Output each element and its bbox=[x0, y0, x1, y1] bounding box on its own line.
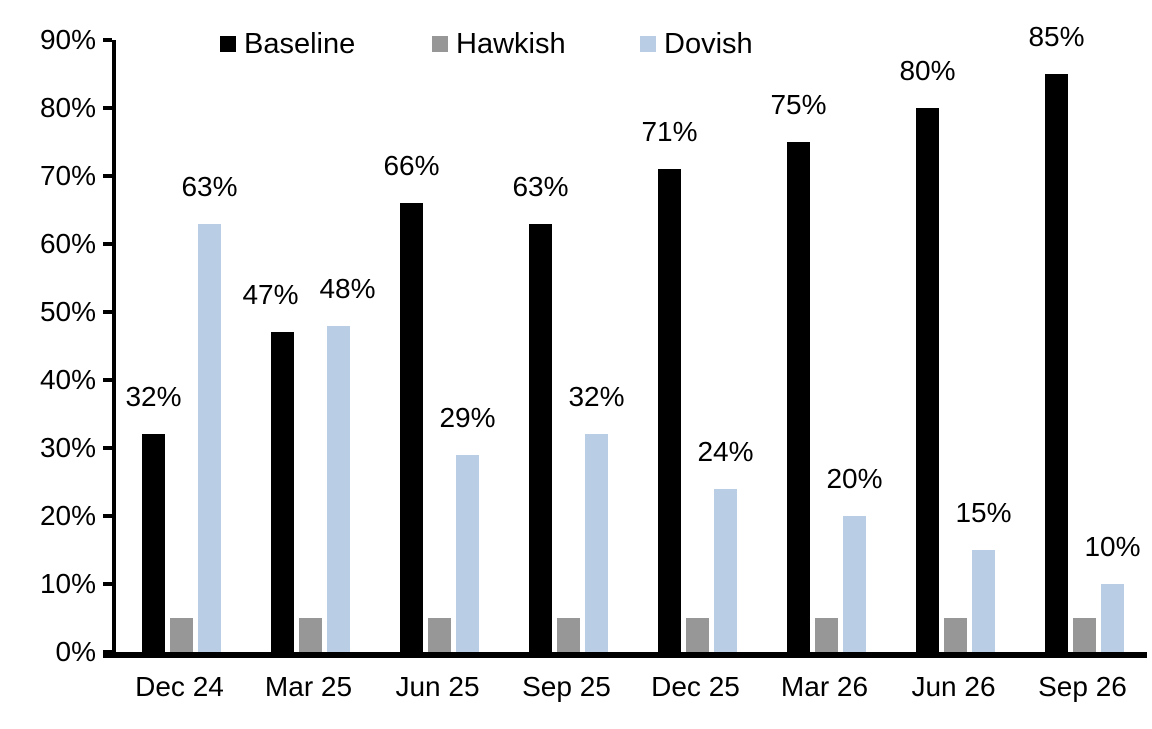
y-axis-tick-label: 90% bbox=[39, 24, 96, 55]
bar-data-label: 10% bbox=[1084, 531, 1141, 562]
bar-dovish-6 bbox=[972, 550, 995, 652]
bar-hawkish-1 bbox=[299, 618, 322, 652]
bar-data-label: 32% bbox=[568, 381, 625, 413]
y-tick-mark bbox=[103, 38, 112, 42]
bar-data-label: 15% bbox=[955, 497, 1012, 528]
bar-data-label: 63% bbox=[512, 170, 569, 202]
y-axis-tick-label: 60% bbox=[39, 228, 96, 259]
y-tick-mark bbox=[103, 446, 112, 450]
bar-hawkish-5 bbox=[815, 618, 838, 652]
bar-data-label: 20% bbox=[826, 463, 883, 494]
bar-baseline-1 bbox=[271, 332, 294, 652]
y-axis-line bbox=[112, 40, 116, 652]
y-axis-tick-label: 0% bbox=[55, 636, 96, 667]
x-axis-line bbox=[103, 652, 1147, 658]
bar-data-label: 85% bbox=[1028, 21, 1085, 52]
bar-baseline-4 bbox=[658, 169, 681, 652]
legend-series-label: Baseline bbox=[244, 28, 356, 60]
bar-data-label: 32% bbox=[125, 381, 182, 413]
bar-hawkish-4 bbox=[686, 618, 709, 652]
x-axis-category-label: Jun 26 bbox=[911, 671, 996, 702]
bar-hawkish-0 bbox=[170, 618, 193, 652]
x-axis-category-label: Jun 25 bbox=[395, 671, 480, 702]
y-tick-mark bbox=[103, 514, 112, 518]
bar-dovish-4 bbox=[714, 488, 737, 652]
y-tick-mark bbox=[103, 242, 112, 246]
bar-baseline-7 bbox=[1045, 74, 1068, 652]
bar-data-label: 48% bbox=[319, 272, 376, 304]
y-axis-tick-label: 50% bbox=[39, 296, 96, 327]
bar-dovish-7 bbox=[1101, 584, 1124, 652]
bar-baseline-2 bbox=[400, 203, 423, 652]
bar-baseline-6 bbox=[916, 108, 939, 652]
bar-dovish-5 bbox=[843, 516, 866, 652]
y-tick-mark bbox=[103, 650, 112, 654]
bar-data-label: 71% bbox=[641, 116, 698, 148]
x-axis-category-label: Mar 25 bbox=[264, 671, 353, 702]
bar-dovish-0 bbox=[198, 223, 221, 652]
bar-data-label: 66% bbox=[383, 150, 440, 182]
legend-item-dovish: Dovish bbox=[640, 28, 753, 60]
legend-swatch-baseline-icon bbox=[220, 36, 236, 52]
y-tick-mark bbox=[103, 582, 112, 586]
y-axis-tick-label: 30% bbox=[39, 432, 96, 463]
y-axis-tick-label: 80% bbox=[39, 92, 96, 123]
legend-series-label: Dovish bbox=[664, 28, 753, 60]
bar-data-label: 75% bbox=[770, 89, 827, 120]
bar-data-label: 24% bbox=[697, 435, 754, 467]
legend-swatch-dovish-icon bbox=[640, 36, 656, 52]
bar-hawkish-2 bbox=[428, 618, 451, 652]
legend-series-label: Hawkish bbox=[456, 28, 566, 60]
x-axis-category-label: Sep 25 bbox=[522, 671, 611, 702]
legend-item-hawkish: Hawkish bbox=[432, 28, 566, 60]
x-axis-category-label: Sep 26 bbox=[1038, 671, 1127, 702]
legend-swatch-hawkish-icon bbox=[432, 36, 448, 52]
y-tick-mark bbox=[103, 174, 112, 178]
bar-dovish-1 bbox=[327, 325, 350, 652]
bar-baseline-3 bbox=[529, 223, 552, 652]
y-axis-tick-label: 40% bbox=[39, 364, 96, 395]
bar-data-label: 80% bbox=[899, 55, 956, 86]
bar-dovish-3 bbox=[585, 434, 608, 652]
bar-data-label: 29% bbox=[439, 401, 496, 433]
bar-baseline-5 bbox=[787, 142, 810, 652]
bar-hawkish-6 bbox=[944, 618, 967, 652]
y-axis-tick-label: 20% bbox=[39, 500, 96, 531]
y-tick-mark bbox=[103, 106, 112, 110]
y-tick-mark bbox=[103, 378, 112, 382]
bar-hawkish-3 bbox=[557, 618, 580, 652]
x-axis-category-label: Dec 25 bbox=[651, 671, 740, 702]
y-axis-tick-label: 70% bbox=[39, 160, 96, 191]
legend-item-baseline: Baseline bbox=[220, 28, 355, 60]
y-axis-tick-label: 10% bbox=[39, 568, 96, 599]
y-tick-mark bbox=[103, 310, 112, 314]
x-axis-category-label: Dec 24 bbox=[135, 671, 224, 702]
bar-data-label: 47% bbox=[242, 279, 299, 311]
bar-hawkish-7 bbox=[1073, 618, 1096, 652]
bar-baseline-0 bbox=[142, 434, 165, 652]
bar-data-label: 63% bbox=[181, 170, 238, 202]
bar-dovish-2 bbox=[456, 454, 479, 652]
x-axis-category-label: Mar 26 bbox=[780, 671, 869, 702]
